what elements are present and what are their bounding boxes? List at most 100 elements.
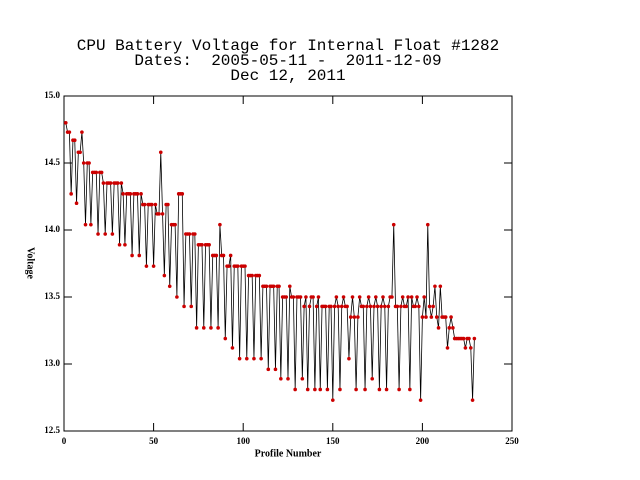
data-point xyxy=(468,346,473,350)
data-point xyxy=(89,222,93,227)
data-point xyxy=(300,376,305,381)
data-point xyxy=(334,295,339,299)
data-point xyxy=(434,315,439,319)
data-point xyxy=(230,346,235,350)
data-point xyxy=(438,284,443,289)
data-point xyxy=(69,192,73,196)
data-point xyxy=(356,315,360,319)
data-point xyxy=(207,242,211,247)
data-point xyxy=(142,202,147,207)
chart-subtitle: Dates: 2005-05-11 - 2011-12-09 xyxy=(134,52,441,70)
data-point xyxy=(286,376,290,381)
data-point xyxy=(325,387,330,392)
data-point xyxy=(431,304,435,309)
data-point xyxy=(180,192,185,196)
data-point xyxy=(209,326,213,330)
data-point xyxy=(447,326,452,330)
data-point xyxy=(449,315,453,319)
data-point xyxy=(119,181,124,185)
data-point xyxy=(350,295,355,299)
data-point xyxy=(433,284,437,289)
x-tick-label: 50 xyxy=(149,436,159,446)
data-point xyxy=(223,336,228,341)
data-point xyxy=(348,315,353,319)
data-point xyxy=(78,150,82,155)
data-point xyxy=(228,253,233,258)
data-point xyxy=(332,304,337,309)
data-point xyxy=(345,304,349,309)
data-point xyxy=(395,304,400,309)
data-point xyxy=(352,315,357,319)
y-tick-label: 14.0 xyxy=(44,224,60,234)
data-point xyxy=(279,376,283,381)
data-point xyxy=(80,130,84,134)
data-point xyxy=(397,387,401,392)
data-point xyxy=(201,326,206,330)
data-point xyxy=(298,295,303,299)
plot-frame xyxy=(63,95,513,432)
y-tick-label: 15.0 xyxy=(44,90,60,100)
data-point xyxy=(418,398,423,402)
data-point xyxy=(182,304,186,309)
data-point xyxy=(94,170,99,175)
data-point xyxy=(144,264,149,268)
data-point xyxy=(244,356,249,361)
data-point xyxy=(370,376,375,381)
data-point xyxy=(331,398,335,402)
data-point xyxy=(121,192,125,196)
data-point xyxy=(336,304,340,309)
data-point xyxy=(427,304,432,309)
data-point xyxy=(200,242,204,247)
data-point xyxy=(117,242,122,247)
data-point xyxy=(67,130,72,134)
data-point xyxy=(305,387,310,392)
data-point xyxy=(341,295,346,299)
data-point xyxy=(470,398,475,402)
data-point xyxy=(307,304,312,309)
data-point xyxy=(123,242,127,247)
data-point xyxy=(72,138,77,143)
data-point xyxy=(429,315,434,319)
x-tick-label: 100 xyxy=(236,436,250,446)
x-tick-label: 250 xyxy=(505,436,519,446)
data-point xyxy=(214,253,219,258)
data-point xyxy=(384,387,389,392)
data-point xyxy=(436,326,441,330)
data-point xyxy=(110,232,115,236)
data-point xyxy=(363,387,367,392)
data-point xyxy=(162,273,167,278)
data-point xyxy=(151,264,156,268)
data-point xyxy=(377,387,382,392)
data-point xyxy=(374,295,378,299)
data-point xyxy=(372,304,376,309)
data-point xyxy=(329,304,333,309)
x-axis-label: Profile Number xyxy=(255,448,322,459)
data-point xyxy=(422,295,426,299)
data-point xyxy=(304,295,308,299)
data-point xyxy=(81,161,86,165)
data-point xyxy=(302,304,306,309)
data-point xyxy=(167,284,172,289)
data-point xyxy=(409,295,414,299)
data-point xyxy=(273,367,278,372)
data-point xyxy=(287,284,292,289)
data-point xyxy=(366,295,371,299)
y-tick-label: 13.0 xyxy=(44,358,60,368)
data-point xyxy=(63,121,68,125)
data-point xyxy=(137,253,142,258)
data-point xyxy=(135,192,140,196)
y-tick-label: 14.5 xyxy=(44,157,60,167)
data-point xyxy=(381,295,385,299)
data-point xyxy=(400,295,405,299)
data-point xyxy=(445,346,450,350)
data-point xyxy=(313,387,317,392)
data-point xyxy=(108,181,113,185)
data-point xyxy=(264,284,269,289)
data-point xyxy=(218,222,222,227)
data-point xyxy=(153,202,158,207)
data-point xyxy=(443,315,448,319)
data-point xyxy=(390,295,394,299)
y-tick-label: 12.5 xyxy=(44,425,60,435)
data-point xyxy=(257,273,262,278)
